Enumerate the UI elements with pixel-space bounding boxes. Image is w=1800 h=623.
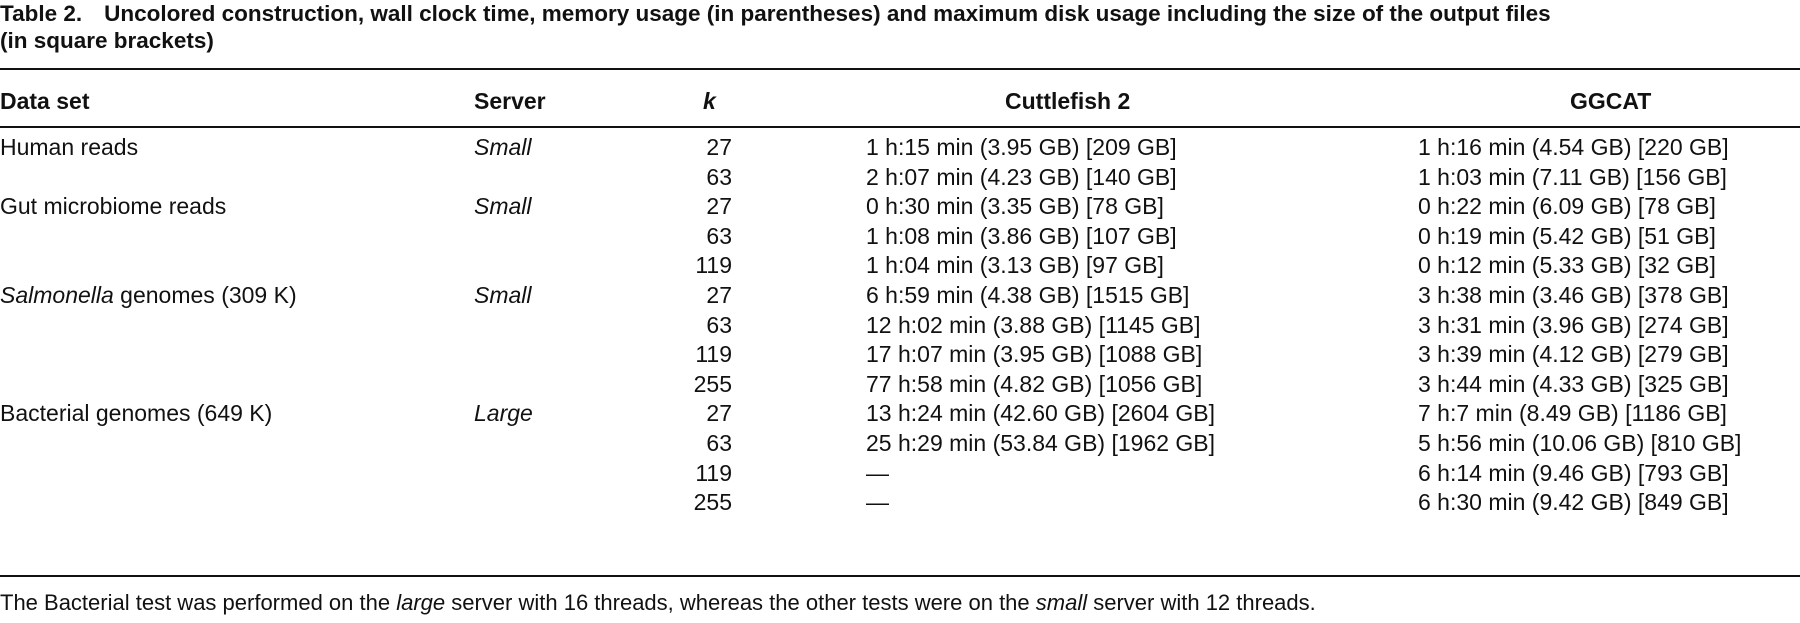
cell-k: 27 (706, 400, 732, 427)
cell-ggcat: 0 h:22 min (6.09 GB) [78 GB] (1418, 193, 1716, 220)
caption-line-2: (in square brackets) (0, 28, 214, 53)
cell-k: 119 (695, 459, 732, 486)
cell-server: Small (474, 193, 532, 220)
cell-ggcat: 7 h:7 min (8.49 GB) [1186 GB] (1418, 400, 1727, 427)
cell-k: 27 (706, 282, 732, 308)
cell-dataset: Bacterial genomes (649 K) (0, 399, 272, 429)
cell-server: Small (474, 134, 532, 160)
cell-ggcat: 5 h:56 min (10.06 GB) [810 GB] (1418, 430, 1742, 456)
table-row: 63 1 h:08 min (3.86 GB) [107 GB] 0 h:19 mi… (0, 222, 1800, 252)
table-row: Human reads Small 27 1 h:15 min (3.95 GB) [… (0, 133, 1800, 163)
header-ggcat: GGCAT (1570, 88, 1652, 114)
cell-ggcat: 6 h:14 min (9.46 GB) [793 GB] (1418, 459, 1729, 486)
table-row: 255 77 h:58 min (4.82 GB) [1056 GB] 3 h:44… (0, 370, 1800, 400)
cell-ggcat: 6 h:30 min (9.42 GB) [849 GB] (1418, 489, 1729, 516)
cell-cuttlefish: 0 h:30 min (3.35 GB) [78 GB] (866, 193, 1164, 220)
table-row: 119 — 6 h:14 min (9.46 GB) [793 GB] (0, 459, 1800, 489)
footnote-text-1: The Bacterial test was performed on the (0, 590, 397, 615)
header-dataset: Data set (0, 88, 90, 114)
cell-k: 63 (706, 163, 732, 190)
table-row: 63 12 h:02 min (3.88 GB) [1145 GB] 3 h:31 … (0, 311, 1800, 341)
table-row: 119 1 h:04 min (3.13 GB) [97 GB] 0 h:12 mi… (0, 251, 1800, 281)
table-footnote: The Bacterial test was performed on the … (0, 588, 1316, 618)
cell-cuttlefish: 17 h:07 min (3.95 GB) [1088 GB] (866, 341, 1203, 368)
cell-cuttlefish: — (866, 459, 889, 486)
cell-k: 63 (706, 311, 732, 338)
footnote-text-3: server with 12 threads. (1087, 590, 1316, 615)
table-caption: Table 2. Uncolored construction, wall clo… (0, 0, 1800, 54)
caption-label: Table 2. (0, 1, 83, 26)
table-row: Salmonella genomes (309 K) Small 27 6 h:59 … (0, 281, 1800, 311)
cell-server: Small (474, 282, 532, 308)
cell-cuttlefish: 6 h:59 min (4.38 GB) [1515 GB] (866, 282, 1190, 308)
cell-ggcat: 1 h:16 min (4.54 GB) [220 GB] (1418, 134, 1729, 160)
cell-k: 27 (706, 193, 732, 220)
footnote-large: large (396, 590, 446, 615)
table-row: 255 — 6 h:30 min (9.42 GB) [849 GB] (0, 488, 1800, 518)
table-row: Bacterial genomes (649 K) Large 27 13 h:24 … (0, 399, 1800, 429)
cell-ggcat: 0 h:12 min (5.33 GB) [32 GB] (1418, 252, 1716, 279)
header-k: k (703, 88, 716, 114)
dataset-rest-text: genomes (309 K) (113, 282, 297, 308)
table-row: 119 17 h:07 min (3.95 GB) [1088 GB] 3 h:39… (0, 340, 1800, 370)
cell-k: 255 (693, 370, 732, 397)
cell-ggcat: 3 h:39 min (4.12 GB) [279 GB] (1418, 341, 1729, 368)
dataset-text: Bacterial genomes (649 K) (0, 400, 273, 427)
cell-server: Large (474, 400, 533, 427)
cell-ggcat: 3 h:38 min (3.46 GB) [378 GB] (1418, 282, 1729, 308)
cell-ggcat: 0 h:19 min (5.42 GB) [51 GB] (1418, 222, 1716, 249)
cell-k: 27 (706, 134, 732, 160)
cell-dataset: Human reads (0, 133, 138, 163)
cell-ggcat: 3 h:31 min (3.96 GB) [274 GB] (1418, 311, 1729, 338)
cell-cuttlefish: 25 h:29 min (53.84 GB) [1962 GB] (866, 430, 1216, 456)
caption-text: Uncolored construction, wall clock time,… (104, 1, 1551, 26)
cell-cuttlefish: — (866, 489, 889, 516)
cell-k: 63 (706, 430, 732, 456)
cell-k: 119 (695, 341, 732, 368)
cell-dataset: Gut microbiome reads (0, 192, 226, 222)
dataset-text: Human reads (0, 134, 139, 160)
header-server: Server (474, 88, 546, 114)
top-rule (0, 68, 1800, 70)
cell-k: 63 (706, 222, 732, 249)
dataset-text: Gut microbiome reads (0, 193, 227, 220)
cell-dataset: Salmonella genomes (309 K) (0, 281, 297, 311)
header-rule (0, 126, 1800, 128)
bottom-rule (0, 575, 1800, 577)
cell-cuttlefish: 12 h:02 min (3.88 GB) [1145 GB] (866, 311, 1201, 338)
cell-k: 119 (695, 252, 732, 279)
cell-cuttlefish: 1 h:08 min (3.86 GB) [107 GB] (866, 222, 1177, 249)
footnote-text-2: server with 16 threads, whereas the othe… (445, 590, 1036, 615)
dataset-italic-text: Salmonella (0, 282, 114, 308)
table-row: 63 2 h:07 min (4.23 GB) [140 GB] 1 h:03 mi… (0, 163, 1800, 193)
cell-cuttlefish: 2 h:07 min (4.23 GB) [140 GB] (866, 163, 1177, 190)
header-cuttlefish: Cuttlefish 2 (1005, 88, 1131, 114)
caption-line-1: Table 2. Uncolored construction, wall clo… (0, 0, 1800, 27)
cell-cuttlefish: 1 h:15 min (3.95 GB) [209 GB] (866, 134, 1177, 160)
footnote-small: small (1035, 590, 1088, 615)
cell-cuttlefish: 77 h:58 min (4.82 GB) [1056 GB] (866, 370, 1203, 397)
cell-cuttlefish: 13 h:24 min (42.60 GB) [2604 GB] (866, 400, 1216, 427)
cell-ggcat: 1 h:03 min (7.11 GB) [156 GB] (1418, 163, 1727, 190)
table-row: 63 25 h:29 min (53.84 GB) [1962 GB] 5 h:56… (0, 429, 1800, 459)
cell-cuttlefish: 1 h:04 min (3.13 GB) [97 GB] (866, 252, 1164, 279)
table-row: Gut microbiome reads Small 27 0 h:30 min (3… (0, 192, 1800, 222)
cell-k: 255 (693, 489, 732, 516)
cell-ggcat: 3 h:44 min (4.33 GB) [325 GB] (1418, 370, 1729, 397)
